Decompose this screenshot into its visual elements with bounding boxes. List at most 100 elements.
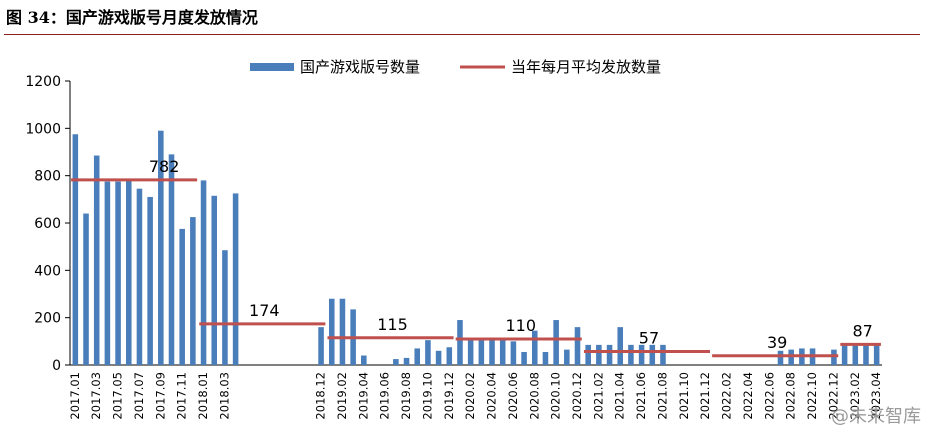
x-tick-label: 2021.06 <box>634 372 648 420</box>
x-tick-label: 2017.11 <box>175 372 189 420</box>
bar <box>393 359 399 365</box>
bar <box>104 181 111 365</box>
bar <box>831 349 837 365</box>
figure-title: 图 34：国产游戏版号月度发放情况 <box>6 8 258 27</box>
average-label: 110 <box>505 316 536 335</box>
bar <box>788 349 794 365</box>
bar <box>72 134 79 365</box>
axes: 0 200 400 600 800 1000 1200 <box>25 74 882 374</box>
legend-bar-swatch <box>250 63 294 71</box>
x-tick-label: 2021.12 <box>698 372 712 420</box>
x-tick-label: 2017.01 <box>68 372 82 420</box>
x-tick-label: 2020.12 <box>570 372 584 420</box>
bar <box>328 298 335 365</box>
legend-line-label: 当年每月平均发放数量 <box>511 58 661 76</box>
bar <box>841 344 848 365</box>
x-tick-label: 2019.08 <box>399 372 413 420</box>
x-tick-label: 2018.01 <box>196 372 210 420</box>
bar <box>168 154 175 365</box>
bar <box>521 351 527 365</box>
bar <box>83 213 89 365</box>
x-tick-label: 2019.12 <box>442 372 456 420</box>
x-tick-label: 2017.05 <box>111 372 125 420</box>
legend-bar-label: 国产游戏版号数量 <box>300 58 420 76</box>
bar <box>777 350 784 365</box>
bar <box>489 340 495 365</box>
x-tick-label: 2020.06 <box>506 372 520 420</box>
bar <box>510 341 517 365</box>
x-tick-label: 2018.03 <box>217 372 231 420</box>
x-tick-label: 2020.04 <box>485 372 499 420</box>
average-label: 782 <box>149 157 180 176</box>
bar <box>361 355 367 365</box>
average-label: 87 <box>852 321 872 340</box>
y-tick-label: 1000 <box>25 121 61 137</box>
y-tick-label: 0 <box>52 358 61 374</box>
x-tick-label: 2021.04 <box>613 372 627 420</box>
x-tick-label: 2022.12 <box>826 372 840 420</box>
x-tick-label: 2020.02 <box>463 372 477 420</box>
bar <box>649 344 656 365</box>
bar <box>435 350 442 365</box>
legend: 国产游戏版号数量 当年每月平均发放数量 <box>250 58 661 76</box>
x-tick-label: 2022.02 <box>720 372 734 420</box>
average-label: 174 <box>249 301 280 320</box>
bar <box>93 155 100 365</box>
x-tick-label: 2022.08 <box>784 372 798 420</box>
bar <box>179 228 185 365</box>
bar <box>446 347 453 365</box>
average-label: 39 <box>767 333 787 352</box>
y-tick-label: 1200 <box>25 74 61 90</box>
x-tick-label: 2017.09 <box>153 372 167 420</box>
y-tick-label: 200 <box>34 311 61 327</box>
bar <box>852 344 859 365</box>
bar <box>232 193 239 365</box>
bar <box>478 340 485 365</box>
bar <box>115 181 121 365</box>
bar <box>190 217 196 365</box>
bar <box>147 196 153 365</box>
bar <box>414 348 421 365</box>
bar <box>574 327 581 365</box>
x-tick-label: 2022.04 <box>741 372 755 420</box>
bar <box>628 344 634 365</box>
x-tick-label: 2017.07 <box>132 372 146 420</box>
average-lines-group: 782 174 115 110 57 39 87 <box>71 157 881 358</box>
bar <box>553 320 559 365</box>
x-tick-label: 2019.10 <box>420 372 434 420</box>
average-label: 115 <box>377 315 408 334</box>
x-tick-label: 2022.10 <box>805 372 819 420</box>
x-tick-label: 2021.10 <box>677 372 691 420</box>
bar <box>318 327 324 365</box>
x-tick-label: 2023.04 <box>869 372 883 420</box>
bar <box>531 330 538 365</box>
x-tick-label: 2019.06 <box>378 372 392 420</box>
bar <box>542 351 549 365</box>
bar <box>863 344 869 365</box>
average-label: 57 <box>639 329 659 348</box>
bar <box>222 250 228 365</box>
bar <box>638 344 645 365</box>
x-tick-label: 2023.02 <box>848 372 862 420</box>
x-tick-label: 2020.10 <box>549 372 563 420</box>
x-tick-label: 2019.02 <box>335 372 349 420</box>
bar <box>564 349 570 365</box>
bar <box>158 130 164 365</box>
x-tick-label: 2021.08 <box>655 372 669 420</box>
x-tick-label: 2018.12 <box>314 372 328 420</box>
bar <box>425 340 431 365</box>
bar <box>467 340 474 365</box>
x-tick-label: 2021.02 <box>591 372 605 420</box>
bar <box>403 357 410 365</box>
y-tick-label: 400 <box>34 263 61 279</box>
bars-group <box>72 130 880 365</box>
x-tick-label: 2022.06 <box>762 372 776 420</box>
y-tick-label: 600 <box>34 216 61 232</box>
bar <box>606 344 613 365</box>
bar <box>125 180 132 365</box>
bar <box>585 344 591 365</box>
bar <box>499 340 506 365</box>
bar <box>873 344 880 365</box>
bar <box>617 327 624 365</box>
